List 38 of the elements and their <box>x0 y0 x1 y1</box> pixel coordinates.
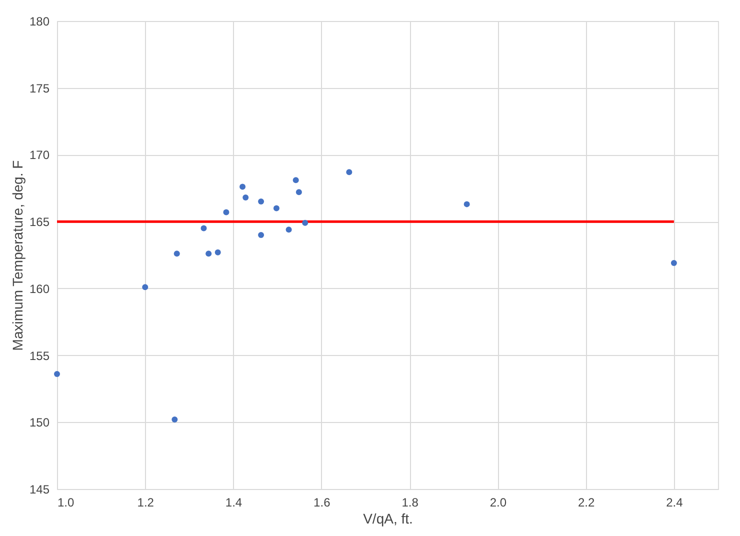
point <box>464 201 470 208</box>
point <box>302 220 308 226</box>
y-tick-label: 145 <box>29 482 50 496</box>
x-tick-label: 2.0 <box>490 496 507 510</box>
y-tick-label: 180 <box>29 14 50 28</box>
point <box>214 249 221 256</box>
x-tick-label: 1.2 <box>137 496 154 510</box>
point <box>172 416 178 422</box>
y-axis-title: Maximum Temperature, deg. F <box>9 160 26 351</box>
point <box>292 177 299 184</box>
point <box>670 260 677 266</box>
point <box>223 209 230 216</box>
x-tick-label: 1.6 <box>314 496 331 510</box>
y-tick-label: 160 <box>29 282 50 296</box>
point <box>242 194 249 200</box>
point <box>258 232 264 238</box>
point <box>206 250 212 257</box>
point <box>240 184 246 190</box>
x-tick-label: 1.0 <box>58 496 75 510</box>
y-tick-label: 175 <box>29 81 50 96</box>
point <box>346 169 352 176</box>
point <box>258 198 264 205</box>
point <box>273 205 280 212</box>
point <box>296 189 302 196</box>
x-tick-label: 2.4 <box>666 496 684 510</box>
point <box>142 284 148 290</box>
x-tick-label: 1.4 <box>225 496 242 510</box>
x-tick-label: 1.8 <box>402 496 419 510</box>
point <box>54 371 60 377</box>
y-tick-label: 150 <box>29 416 50 430</box>
y-tick-label: 155 <box>29 348 50 363</box>
y-tick-label: 165 <box>29 215 50 230</box>
y-tick-label: 170 <box>29 148 50 162</box>
x-axis-title: V/qA, ft. <box>363 510 413 526</box>
point <box>286 226 292 233</box>
x-tick-label: 2.2 <box>578 496 595 510</box>
point <box>200 225 207 232</box>
point <box>174 250 180 257</box>
